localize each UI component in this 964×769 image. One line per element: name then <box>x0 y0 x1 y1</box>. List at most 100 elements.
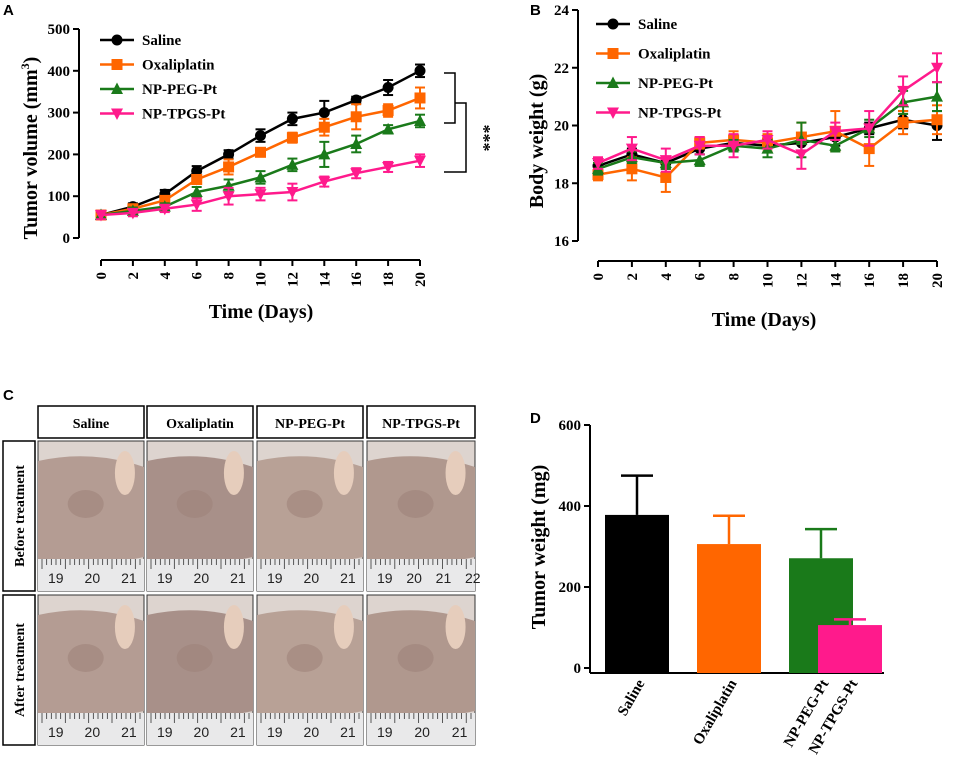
mouse-photo: 19 20 21 <box>146 440 254 592</box>
data-point <box>931 114 943 126</box>
series-group: Saline Oxaliplatin NP-PEG-Pt NP-TPGS-Pt <box>592 17 943 193</box>
data-point <box>350 94 362 106</box>
x-tick-label: 2 <box>625 273 641 281</box>
series-np-tpgs-pt <box>95 153 426 222</box>
ear <box>333 605 354 649</box>
x-tick-label: Saline <box>615 677 649 719</box>
data-point <box>931 62 943 75</box>
legend: Saline Oxaliplatin NP-PEG-Pt NP-TPGS-Pt <box>100 33 225 123</box>
photo-grid: Saline Oxaliplatin NP-PEG-Pt NP-TPGS-Pt Befo… <box>2 405 481 746</box>
column-header-box <box>146 405 254 439</box>
x-tick-label: 10 <box>254 272 270 287</box>
x-tick-label: Oxaliplatin <box>690 676 740 747</box>
x-tick-label: 10 <box>761 273 777 288</box>
x-tick-label: 20 <box>413 272 429 287</box>
panel-letter-d: D <box>530 410 541 427</box>
ruler-label: 21 <box>230 570 246 586</box>
x-tick-label: 4 <box>158 272 174 280</box>
tumor-region <box>397 490 434 518</box>
bar <box>605 514 669 673</box>
tumor-region <box>67 490 104 518</box>
row-title: After treatment <box>13 623 28 717</box>
ruler-label: 20 <box>406 570 422 586</box>
mouse-photo: 19 20 21 <box>37 440 145 592</box>
data-point <box>660 171 672 183</box>
data-point <box>190 199 203 212</box>
ruler-label: 19 <box>377 724 393 740</box>
column-title: Oxaliplatin <box>166 417 234 432</box>
x-tick-label: 18 <box>381 272 397 287</box>
series-np-peg-pt <box>592 81 943 176</box>
y-tick-label: 200 <box>48 147 71 163</box>
legend-marker <box>111 82 123 94</box>
legend: Saline Oxaliplatin NP-PEG-Pt NP-TPGS-Pt <box>596 17 721 122</box>
ruler-label: 20 <box>304 724 320 740</box>
legend-marker <box>607 48 619 59</box>
x-axis-label: Time (Days) <box>712 309 817 331</box>
data-point <box>897 85 910 98</box>
x-tick-label: 12 <box>285 272 301 287</box>
legend-marker <box>111 59 123 70</box>
legend-entry: NP-PEG-Pt <box>142 82 217 98</box>
legend-entry: Saline <box>638 17 678 33</box>
legend-entry: NP-TPGS-Pt <box>142 107 225 123</box>
tumor-region <box>176 490 213 518</box>
y-tick-label: 200 <box>559 580 582 596</box>
panel-letter-a: A <box>3 2 14 19</box>
data-point <box>254 170 267 183</box>
ear <box>114 451 135 495</box>
bar <box>697 544 761 673</box>
y-tick-label: 500 <box>48 22 71 38</box>
ruler-label: 21 <box>436 570 452 586</box>
data-point <box>223 161 235 173</box>
column-header-box <box>366 405 476 439</box>
mouse-photo: 19 20 21 <box>256 594 364 746</box>
data-point <box>414 155 426 168</box>
data-point <box>727 140 740 153</box>
ruler-label: 21 <box>121 570 137 586</box>
data-point <box>158 203 171 216</box>
data-point <box>223 148 235 160</box>
y-tick-label: 18 <box>554 176 569 192</box>
y-tick-label: 400 <box>559 499 582 515</box>
panel-letter-c: C <box>3 387 14 404</box>
y-tick-label: 600 <box>559 418 582 434</box>
data-point <box>931 90 943 102</box>
ruler-label: 19 <box>267 570 283 586</box>
ruler-label: 19 <box>377 570 393 586</box>
bar <box>818 625 882 673</box>
data-point <box>318 121 330 133</box>
x-tick-label: 6 <box>190 272 206 280</box>
data-point <box>592 158 604 170</box>
ruler-label: 20 <box>414 724 430 740</box>
ruler-label: 19 <box>267 724 283 740</box>
ruler-label: 19 <box>157 570 173 586</box>
y-axis-label: Tumor volume (mm3) <box>18 57 42 240</box>
data-point <box>382 105 394 117</box>
data-point <box>254 189 267 201</box>
ear <box>333 451 354 495</box>
ear <box>223 451 244 495</box>
data-point <box>286 158 299 170</box>
column-title: Saline <box>73 417 110 432</box>
x-tick-label: 20 <box>930 273 946 288</box>
data-point <box>318 176 331 189</box>
mouse-photo: 19 20 21 <box>366 594 476 746</box>
y-tick-label: 400 <box>48 64 71 80</box>
y-tick-label: 300 <box>48 106 71 122</box>
y-tick-label: 0 <box>574 661 582 677</box>
x-tick-label: 16 <box>349 272 365 288</box>
significance-bracket: *** <box>444 72 494 173</box>
data-point <box>829 139 842 151</box>
data-point <box>286 187 299 199</box>
data-point <box>191 173 203 185</box>
row-header-box <box>2 594 36 746</box>
legend-entry: Saline <box>142 33 182 49</box>
data-point <box>318 147 331 160</box>
data-point <box>382 161 395 174</box>
mouse-photo: 19 20 21 <box>256 440 364 592</box>
y-axis-label: Body weight (g) <box>526 74 548 208</box>
